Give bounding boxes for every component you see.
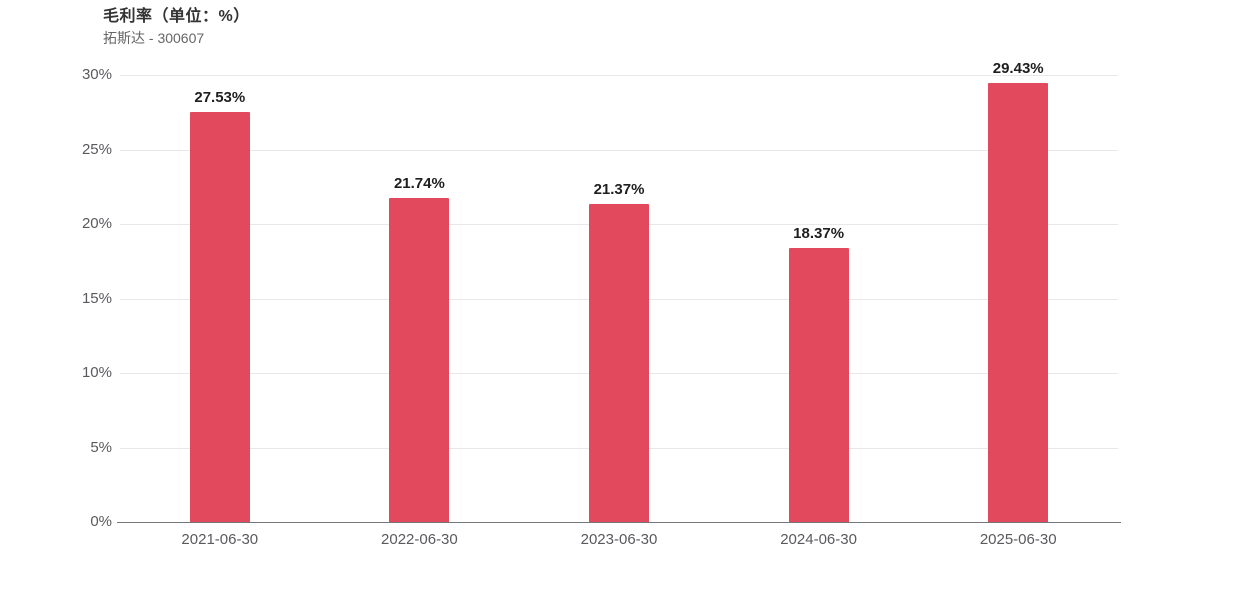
bar-value-label: 27.53%	[194, 88, 246, 106]
y-axis-tick-label: 0%	[90, 513, 112, 530]
x-axis-tick-label: 2024-06-30	[780, 531, 857, 548]
bar-value-label: 29.43%	[992, 60, 1044, 78]
bar[interactable]	[589, 203, 649, 522]
y-axis-tick-label: 25%	[81, 140, 112, 158]
chart-subtitle: 拓斯达 - 300607	[103, 30, 205, 46]
bar-value-label: 18.37%	[793, 225, 845, 243]
bar[interactable]	[988, 83, 1049, 522]
chart-title: 毛利率（单位：%）	[103, 8, 250, 25]
bar[interactable]	[389, 198, 450, 522]
y-axis-tick-label: 30%	[81, 66, 112, 83]
gridline	[120, 75, 1118, 76]
bar[interactable]	[788, 248, 849, 522]
bar[interactable]	[189, 111, 250, 522]
bar-value-label: 21.74%	[393, 175, 445, 193]
y-axis-tick-label: 5%	[90, 438, 112, 456]
bar-value-label: 21.37%	[593, 180, 645, 198]
x-axis-tick-label: 2021-06-30	[181, 531, 259, 548]
x-axis-line	[117, 522, 1121, 523]
y-axis-tick-label: 10%	[81, 364, 112, 381]
x-axis-tick-label: 2022-06-30	[381, 531, 458, 548]
x-axis-tick-label: 2023-06-30	[580, 531, 658, 548]
y-axis-tick-label: 15%	[81, 289, 112, 307]
gridline	[120, 149, 1118, 151]
y-axis-tick-label: 20%	[81, 215, 112, 232]
x-axis-tick-label: 2025-06-30	[979, 531, 1057, 548]
